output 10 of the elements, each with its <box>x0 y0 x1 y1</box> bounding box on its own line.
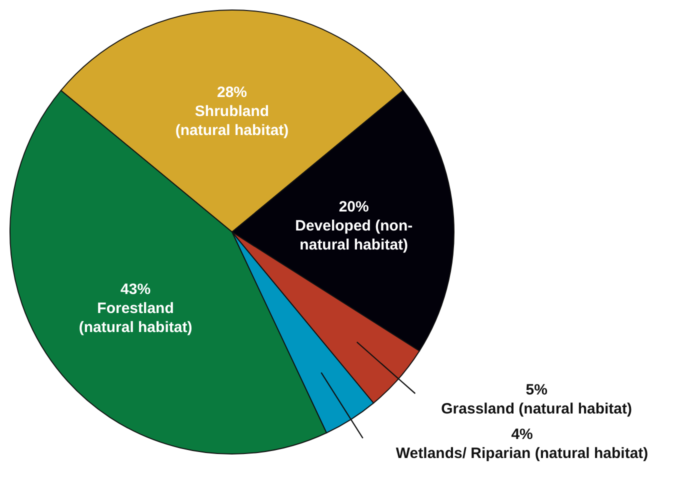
data-label: 4% <box>511 426 533 444</box>
slice-label: Shrubland (natural habitat) <box>175 102 289 139</box>
slice-label: Forestland (natural habitat) <box>78 300 192 336</box>
slice-label: Wetlands/ Riparian (natural habitat) <box>396 445 648 462</box>
data-label: 28% <box>216 84 248 101</box>
data-label: 43% <box>120 280 151 298</box>
slice-label: Grassland (natural habitat) <box>441 400 632 418</box>
data-label: 5% <box>526 381 548 398</box>
data-label: 20% <box>338 198 369 216</box>
slice-label: Developed (non-natural habitat) <box>295 217 413 254</box>
